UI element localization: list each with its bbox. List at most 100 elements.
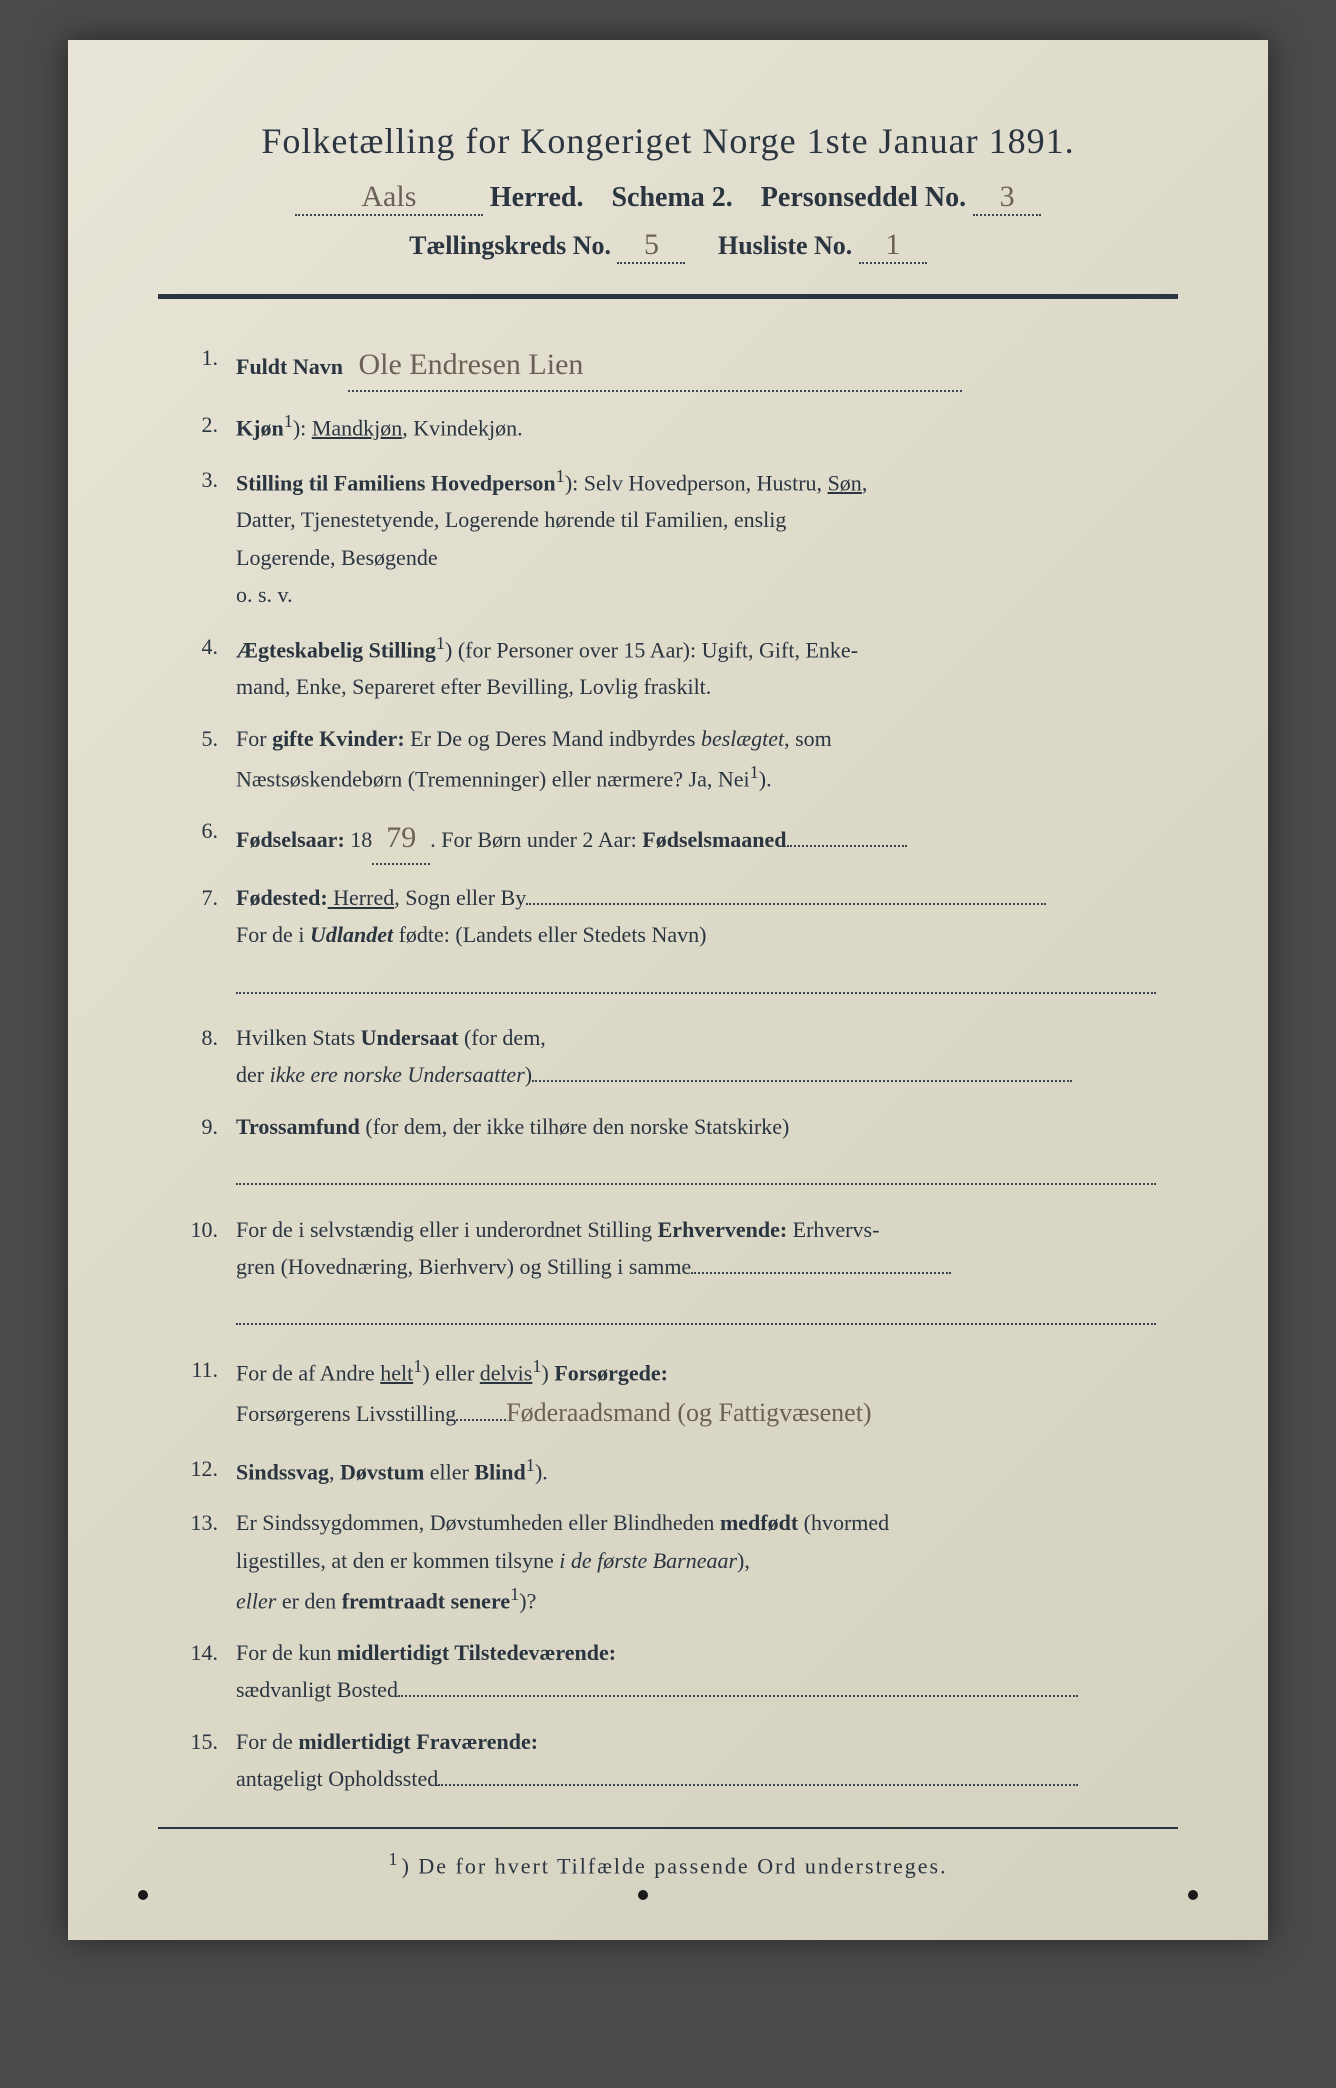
label: Stilling til Familiens Hovedperson <box>236 470 556 495</box>
item-content: For de midlertidigt Fraværende: antageli… <box>236 1723 1178 1798</box>
b3: Blind <box>474 1459 525 1484</box>
line2: gren (Hovednæring, Bierhverv) og Stillin… <box>236 1254 691 1279</box>
text: Er De og Deres Mand indbyrdes <box>405 726 701 751</box>
text3: ). <box>759 766 772 791</box>
year-value: 79 <box>372 812 430 865</box>
census-form-page: Folketælling for Kongeriget Norge 1ste J… <box>68 40 1268 1940</box>
u1: helt <box>380 1360 413 1385</box>
opt-mand: Mandkjøn <box>312 415 402 440</box>
line2: mand, Enke, Separeret efter Bevilling, L… <box>236 674 711 699</box>
mid: ) eller <box>422 1360 479 1385</box>
text: ) (for Personer over 15 Aar): Ugift, Gif… <box>445 637 858 662</box>
rest: eller <box>424 1459 474 1484</box>
item-num: 10. <box>158 1211 236 1286</box>
item-11: 11. For de af Andre helt1) eller delvis1… <box>158 1351 1178 1436</box>
husliste-value: 1 <box>859 228 927 264</box>
sep: , <box>402 415 413 440</box>
line2b: fødte: (Landets eller Stedets Navn) <box>393 922 706 947</box>
item-content: Hvilken Stats Undersaat (for dem, der ik… <box>236 1019 1178 1094</box>
personseddel-value: 3 <box>973 180 1041 216</box>
label: Kjøn <box>236 415 284 440</box>
pre: Hvilken Stats <box>236 1025 361 1050</box>
item-content: For de kun midlertidigt Tilstedeværende:… <box>236 1634 1178 1709</box>
opt-son: Søn <box>828 470 862 495</box>
label: midlertidigt Fraværende: <box>298 1729 538 1754</box>
label: Ægteskabelig Stilling <box>236 637 436 662</box>
item-num: 9. <box>158 1108 236 1145</box>
item-4: 4. Ægteskabelig Stilling1) (for Personer… <box>158 628 1178 706</box>
item-num: 12. <box>158 1450 236 1491</box>
footnote-text: ) De for hvert Tilfælde passende Ord und… <box>402 1854 948 1879</box>
line2a: der <box>236 1062 270 1087</box>
label: Undersaat <box>361 1025 459 1050</box>
field <box>236 992 1156 994</box>
text: ): <box>293 415 312 440</box>
divider-bottom <box>158 1827 1178 1829</box>
item-num: 13. <box>158 1504 236 1620</box>
sup: 1 <box>284 411 293 431</box>
footnote-sup: 1 <box>388 1849 401 1869</box>
line2: sædvanligt Bosted <box>236 1677 398 1702</box>
item-15: 15. For de midlertidigt Fraværende: anta… <box>158 1723 1178 1798</box>
line2: Forsørgerens Livsstilling <box>236 1401 456 1426</box>
line2a: For de i <box>236 922 310 947</box>
item-10-blank <box>158 1299 1178 1336</box>
punch-hole-icon <box>638 1890 648 1900</box>
punch-hole-icon <box>138 1890 148 1900</box>
text2: , som <box>784 726 832 751</box>
item-num: 3. <box>158 461 236 614</box>
main-title: Folketælling for Kongeriget Norge 1ste J… <box>158 120 1178 162</box>
item-1: 1. Fuldt Navn Ole Endresen Lien <box>158 339 1178 392</box>
item-13: 13. Er Sindssygdommen, Døvstumheden elle… <box>158 1504 1178 1620</box>
ital: Udlandet <box>310 922 393 947</box>
line4: o. s. v. <box>236 582 293 607</box>
line2: Datter, Tjenestetyende, Logerende hørend… <box>236 507 786 532</box>
rest2: ). <box>535 1459 548 1484</box>
name-value: Ole Endresen Lien <box>348 339 962 392</box>
text: ): Selv Hovedperson, Hustru, <box>565 470 828 495</box>
label: Fødested: <box>236 885 328 910</box>
item-7: 7. Fødested: Herred, Sogn eller By For d… <box>158 879 1178 954</box>
sup: 1 <box>510 1584 519 1604</box>
ital: i de første Barneaar <box>559 1548 737 1573</box>
line2: Næstsøskendebørn (Tremenninger) eller næ… <box>236 766 750 791</box>
label: Trossamfund <box>236 1114 360 1139</box>
line3c: )? <box>519 1588 536 1613</box>
text: (for dem, der ikke tilhøre den norske St… <box>360 1114 789 1139</box>
field <box>691 1272 951 1274</box>
item-content: For de af Andre helt1) eller delvis1) Fo… <box>236 1351 1178 1436</box>
item-num: 7. <box>158 879 236 954</box>
sup: 1 <box>526 1455 535 1475</box>
item-num: 11. <box>158 1351 236 1436</box>
item-num: 8. <box>158 1019 236 1094</box>
b2: Døvstum <box>340 1459 424 1484</box>
text: (for dem, <box>458 1025 545 1050</box>
item-num: 14. <box>158 1634 236 1709</box>
item-content: Stilling til Familiens Hovedperson1): Se… <box>236 461 1178 614</box>
item-3: 3. Stilling til Familiens Hovedperson1):… <box>158 461 1178 614</box>
punch-hole-icon <box>1188 1890 1198 1900</box>
item-num: 6. <box>158 812 236 865</box>
field <box>236 1183 1156 1185</box>
item-5: 5. For gifte Kvinder: Er De og Deres Man… <box>158 720 1178 798</box>
text: . For Børn under 2 Aar: <box>430 827 642 852</box>
label2: Fødselsmaaned <box>642 827 786 852</box>
item-content: For de i selvstændig eller i underordnet… <box>236 1211 1178 1286</box>
field <box>532 1080 1072 1082</box>
line2b: ), <box>737 1548 750 1573</box>
label: Erhvervende: <box>658 1217 788 1242</box>
label: Forsørgede: <box>554 1360 668 1385</box>
ital: ikke ere norske Undersaatter <box>270 1062 525 1087</box>
pre: For de i selvstændig eller i underordnet… <box>236 1217 658 1242</box>
item-content: For gifte Kvinder: Er De og Deres Mand i… <box>236 720 1178 798</box>
sup: 1 <box>436 633 445 653</box>
item-content: Er Sindssygdommen, Døvstumheden eller Bl… <box>236 1504 1178 1620</box>
line3b: er den <box>276 1588 341 1613</box>
item-9-blank <box>158 1159 1178 1196</box>
field <box>398 1695 1078 1697</box>
subtitle-line-2: Tællingskreds No. 5 Husliste No. 1 <box>158 228 1178 264</box>
field <box>526 903 1046 905</box>
line2a: ligestilles, at den er kommen tilsyne <box>236 1548 559 1573</box>
b1: Sindssvag <box>236 1459 329 1484</box>
month-field <box>787 845 907 847</box>
